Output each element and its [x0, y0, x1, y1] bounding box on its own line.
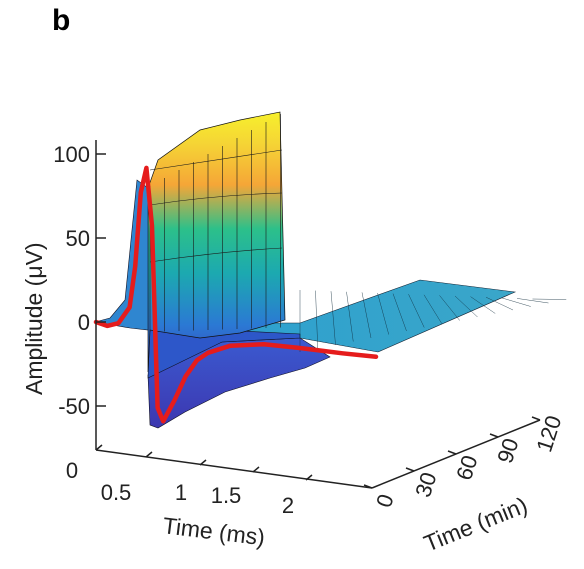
mesh-line [516, 298, 549, 304]
y-tick-label: 0 [78, 310, 90, 335]
x-tick-mark [95, 444, 103, 451]
mesh-line [315, 290, 318, 349]
x-tick-label: 1.5 [211, 483, 242, 508]
x-axis-line [95, 449, 373, 489]
y-axis-label: Amplitude (μV) [21, 242, 47, 395]
panel-letter: b [52, 4, 70, 37]
y-tick-label: 100 [53, 142, 90, 167]
mesh-line [149, 192, 283, 206]
waveform-overlay-line [93, 165, 379, 424]
mesh-line [454, 295, 478, 318]
x-tick-mark [252, 466, 260, 473]
x-tick-label: 0.5 [101, 480, 132, 505]
mesh-line [470, 296, 496, 314]
x-tick-label: 1 [175, 480, 187, 505]
mesh-line [330, 291, 336, 346]
x-tick-mark [199, 459, 207, 466]
surface-plot [94, 111, 567, 429]
mesh-line [392, 293, 407, 332]
mesh-line [439, 295, 460, 321]
mesh-line [408, 294, 425, 328]
z-tick-mark [531, 416, 541, 421]
surface-mesh [149, 114, 567, 352]
x-ticks: 0 0.5 1 1.5 2 [66, 444, 313, 518]
mesh-line [423, 294, 443, 325]
x-tick-label: 0 [66, 458, 78, 483]
x-tick-mark [305, 474, 313, 481]
axes: -50 0 50 100 0 0.5 1 1.5 2 0 30 60 90 1 2 0 [53, 140, 566, 518]
z-tick-label: 0 [371, 491, 399, 510]
mesh-line [532, 298, 567, 300]
z-tick-label: 60 [451, 452, 482, 483]
mesh-line [149, 247, 283, 263]
mesh-line [149, 149, 283, 171]
mesh-line [377, 292, 389, 335]
mesh-line [485, 297, 514, 311]
x-axis-label: Time (ms) [161, 512, 266, 550]
x-tick-label: 2 [282, 493, 294, 518]
z-tick-label: 30 [410, 469, 441, 500]
z-tick-mark [447, 450, 457, 455]
mesh-line [346, 291, 354, 342]
mesh-line [361, 292, 372, 339]
z-tick-mark [489, 433, 499, 438]
y-ticks: -50 0 50 100 [53, 142, 106, 419]
z-tick-label: 90 [492, 435, 523, 466]
y-tick-label: 50 [66, 226, 90, 251]
z-axis-label: Time (min) [420, 492, 531, 557]
z-tick-mark [405, 467, 415, 472]
y-tick-label: -50 [58, 394, 90, 419]
x-tick-mark [145, 451, 153, 458]
mesh-line [501, 297, 531, 307]
z-tick-mark [363, 484, 373, 489]
